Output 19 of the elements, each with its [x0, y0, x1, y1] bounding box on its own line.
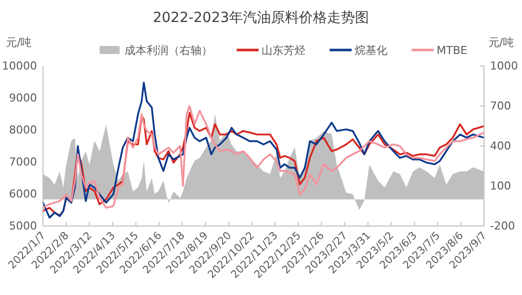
y-tick-label: 5000 — [9, 220, 37, 232]
legend-label: 成本利润（右轴） — [124, 44, 213, 57]
y-tick-label: 9000 — [9, 92, 37, 104]
y-axis-title: 元/吨 — [6, 36, 32, 49]
y-tick-label: 8000 — [9, 124, 37, 136]
y2-tick-label: 100 — [490, 180, 511, 192]
legend-label: 山东芳烃 — [262, 44, 306, 57]
chart-title: 2022-2023年汽油原料价格走势图 — [152, 10, 370, 26]
y2-tick-label: -200 — [490, 220, 515, 232]
legend-label: MTBE — [436, 44, 468, 57]
y-tick-label: 10000 — [2, 60, 37, 72]
y2-tick-label: 700 — [490, 100, 511, 112]
y-tick-label: 7000 — [9, 156, 37, 168]
y2-axis-title: 元/吨 — [488, 36, 514, 49]
y-tick-label: 6000 — [9, 188, 37, 200]
y2-tick-label: 1000 — [490, 60, 518, 72]
legend-label: 烷基化 — [354, 44, 388, 57]
line-series — [42, 82, 485, 219]
y2-tick-label: 400 — [490, 140, 511, 152]
